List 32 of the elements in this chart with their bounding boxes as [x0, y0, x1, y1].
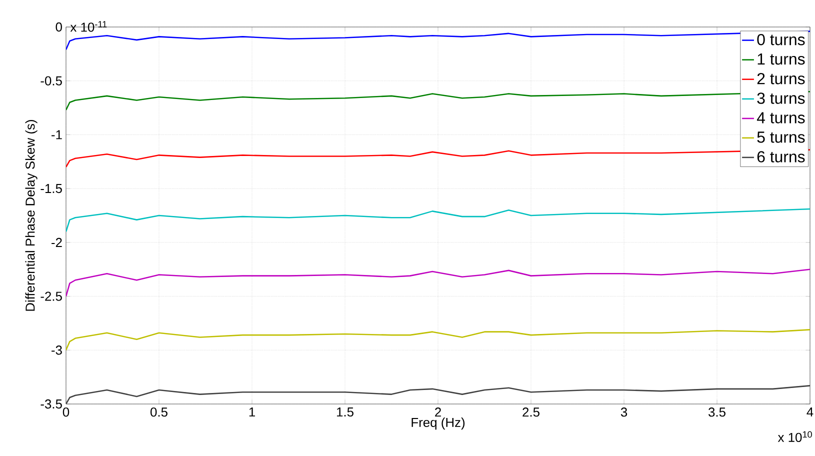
y-tick-label: -3.5	[40, 399, 62, 409]
legend-label: 6 turns	[757, 151, 805, 162]
line-series	[66, 268, 810, 297]
line-series	[66, 208, 810, 232]
y-tick-label: -1.5	[40, 184, 62, 194]
legend-label: 2 turns	[757, 73, 805, 84]
line-series	[66, 30, 810, 50]
y-tick-label: -2.5	[40, 292, 62, 301]
x-tick-label: 1	[249, 408, 255, 416]
y-tick-label: -0.5	[40, 76, 62, 86]
legend-label: 4 turns	[756, 112, 805, 124]
legend-label: 1 turns	[758, 54, 805, 65]
x-tick-label: 1.5	[336, 408, 354, 417]
x-tick-label: 3.5	[708, 408, 726, 417]
legend-label: 5 turns	[757, 132, 805, 143]
x-tick-label: 0.5	[150, 408, 168, 417]
x-axis-title: Freq (Hz)	[412, 418, 465, 430]
y-tick-label: 0	[56, 22, 62, 32]
line-series	[66, 90, 810, 111]
y-axis-title: Differential Phase Delay Skew (s)	[25, 120, 38, 311]
y-tick-label: -3	[52, 346, 62, 355]
x-tick-label: 4	[806, 408, 814, 416]
x-tick-label: 2.5	[522, 408, 540, 417]
legend-label: 3 turns	[757, 92, 805, 104]
y-tick-label: -2	[52, 238, 62, 247]
annotation: x 10$^{-11}$	[70, 21, 107, 32]
text: x 10$^{10}$	[778, 431, 812, 442]
x-tick-label: 3	[620, 408, 628, 417]
x-tick-label: 0	[62, 408, 70, 417]
y-tick-label: -1	[52, 130, 62, 140]
x-tick-label: 2	[435, 408, 441, 417]
legend-label: 0 turns	[757, 34, 805, 46]
